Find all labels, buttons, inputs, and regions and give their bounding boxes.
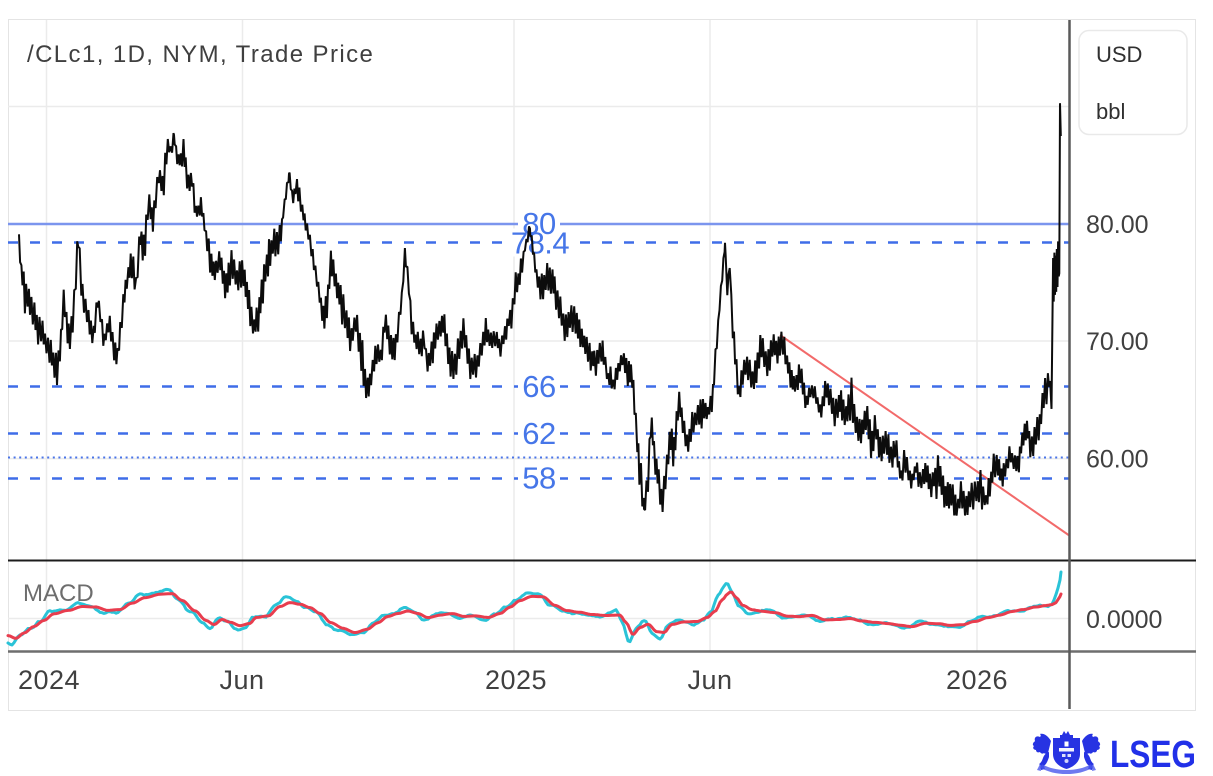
svg-text:2025: 2025 <box>485 665 547 695</box>
svg-text:Jun: Jun <box>219 665 264 695</box>
svg-text:MACD: MACD <box>23 580 94 607</box>
svg-text:60.00: 60.00 <box>1086 446 1149 474</box>
svg-text:LSEG: LSEG <box>1110 734 1196 776</box>
svg-text:66: 66 <box>522 369 555 404</box>
svg-text:62: 62 <box>522 416 555 451</box>
svg-text:USD: USD <box>1096 42 1142 67</box>
svg-text:80.00: 80.00 <box>1086 211 1149 239</box>
svg-text:/CLc1, 1D, NYM, Trade Price: /CLc1, 1D, NYM, Trade Price <box>27 41 374 68</box>
svg-text:2024: 2024 <box>18 665 80 695</box>
svg-text:58: 58 <box>522 461 555 496</box>
svg-text:0.0000: 0.0000 <box>1086 606 1162 634</box>
svg-text:Jun: Jun <box>687 665 732 695</box>
svg-text:bbl: bbl <box>1096 99 1125 124</box>
svg-text:70.00: 70.00 <box>1086 328 1149 356</box>
svg-text:78.4: 78.4 <box>511 226 570 261</box>
svg-text:2026: 2026 <box>946 665 1008 695</box>
